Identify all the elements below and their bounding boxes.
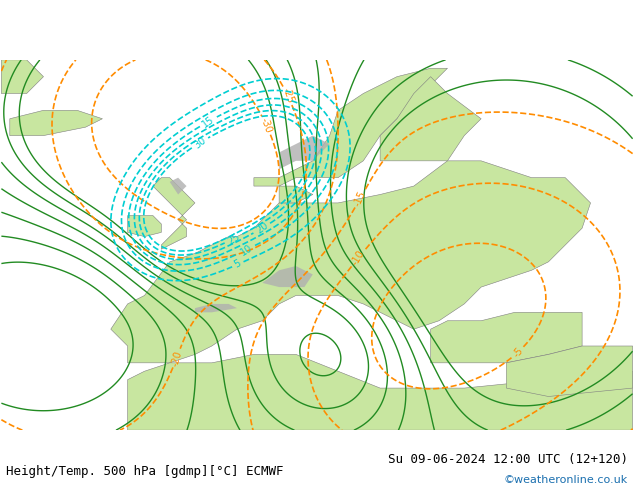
- Text: 10: 10: [238, 242, 254, 257]
- Text: -5: -5: [511, 345, 525, 359]
- Text: Su 09-06-2024 12:00 UTC (12+120): Su 09-06-2024 12:00 UTC (12+120): [387, 452, 628, 466]
- Text: -10: -10: [350, 249, 366, 268]
- Text: 15: 15: [200, 114, 216, 129]
- Text: Height/Temp. 500 hPa [gdmp][°C] ECMWF: Height/Temp. 500 hPa [gdmp][°C] ECMWF: [6, 465, 284, 478]
- Text: 20: 20: [254, 220, 270, 236]
- Text: -15: -15: [353, 189, 368, 208]
- Text: -20: -20: [169, 349, 184, 367]
- Text: 25: 25: [226, 231, 242, 246]
- Text: 5: 5: [233, 258, 243, 270]
- Text: -25: -25: [280, 87, 295, 105]
- Text: 30: 30: [192, 135, 208, 150]
- Text: ©weatheronline.co.uk: ©weatheronline.co.uk: [503, 475, 628, 485]
- Text: -30: -30: [259, 117, 274, 135]
